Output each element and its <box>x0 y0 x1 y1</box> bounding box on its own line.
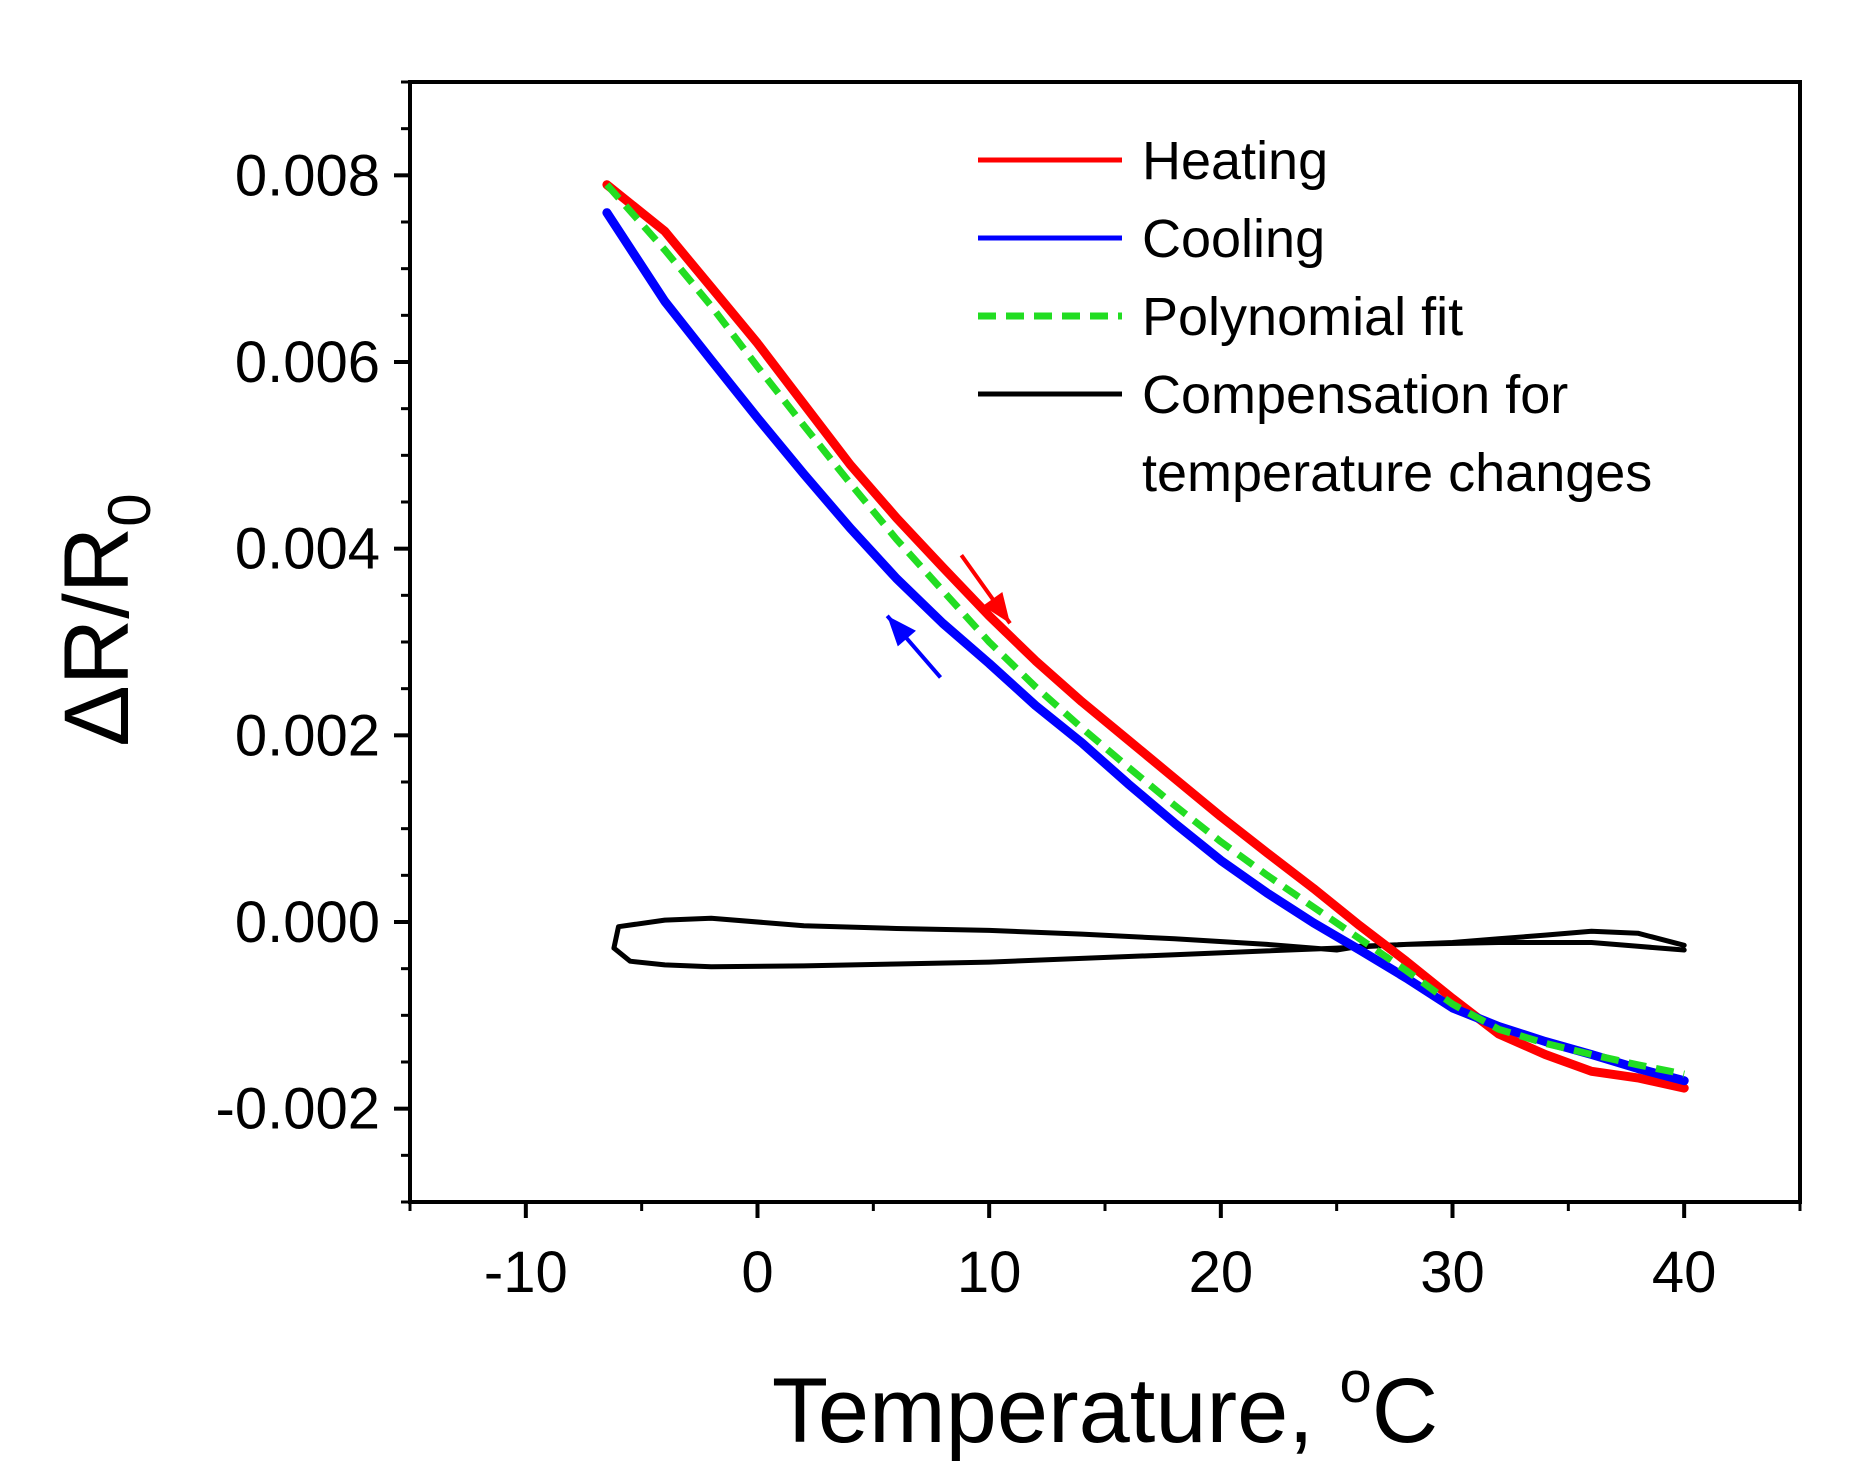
legend-entry: Compensation for temperature changes <box>978 365 1652 503</box>
x-axis-title-unit: C <box>1372 1360 1438 1462</box>
legend-entry: Polynomial fit <box>978 287 1463 347</box>
legend-label: Cooling <box>1142 209 1325 269</box>
x-tick-label: 0 <box>741 1240 773 1305</box>
direction-arrow-head <box>982 591 1011 624</box>
x-tick-label: 20 <box>1189 1240 1254 1305</box>
legend-label: Heating <box>1142 131 1328 191</box>
x-tick-label: 30 <box>1420 1240 1485 1305</box>
legend-entry: Cooling <box>978 209 1325 269</box>
x-axis-title-text: Temperature, <box>772 1360 1340 1462</box>
legend-entry: Heating <box>978 131 1328 191</box>
y-axis-title-text: ΔR/R <box>46 527 148 747</box>
legend: Heating Cooling Polynomial fit Compensation… <box>978 131 1652 503</box>
y-axis-title-subscript: 0 <box>96 493 163 526</box>
y-tick-label: -0.002 <box>216 1077 380 1142</box>
x-tick-label: 10 <box>957 1240 1022 1305</box>
direction-arrow <box>959 554 1012 625</box>
x-axis-title: Temperature, oC <box>772 1350 1438 1462</box>
y-axis: -0.002 0.000 0.002 0.004 0.006 0.008 <box>216 80 410 1204</box>
y-tick-label: 0.008 <box>235 143 380 208</box>
y-tick-label: 0.000 <box>235 890 380 955</box>
legend-label: Polynomial fit <box>1142 287 1463 347</box>
direction-arrow-head <box>887 615 916 647</box>
series-line-polynomial-fit <box>604 182 1685 1078</box>
series-line-compensation-for-temperature-changes <box>611 915 1687 970</box>
plot-background <box>410 82 1800 1202</box>
annotation-layer <box>885 554 1012 679</box>
direction-arrow <box>885 614 943 679</box>
x-axis: -10 0 10 20 30 40 <box>408 1202 1802 1305</box>
x-tick-label: -10 <box>484 1240 568 1305</box>
series-line-heating <box>602 180 1689 1093</box>
series-layer <box>602 180 1689 1093</box>
y-tick-label: 0.004 <box>235 517 380 582</box>
y-axis-title: ΔR/R0 <box>46 493 163 746</box>
legend-label: temperature changes <box>1142 443 1652 503</box>
x-axis-title-superscript: o <box>1339 1350 1371 1415</box>
y-tick-label: 0.002 <box>235 703 380 768</box>
legend-label: Compensation for <box>1142 365 1568 425</box>
x-tick-label: 40 <box>1652 1240 1717 1305</box>
y-tick-label: 0.006 <box>235 330 380 395</box>
